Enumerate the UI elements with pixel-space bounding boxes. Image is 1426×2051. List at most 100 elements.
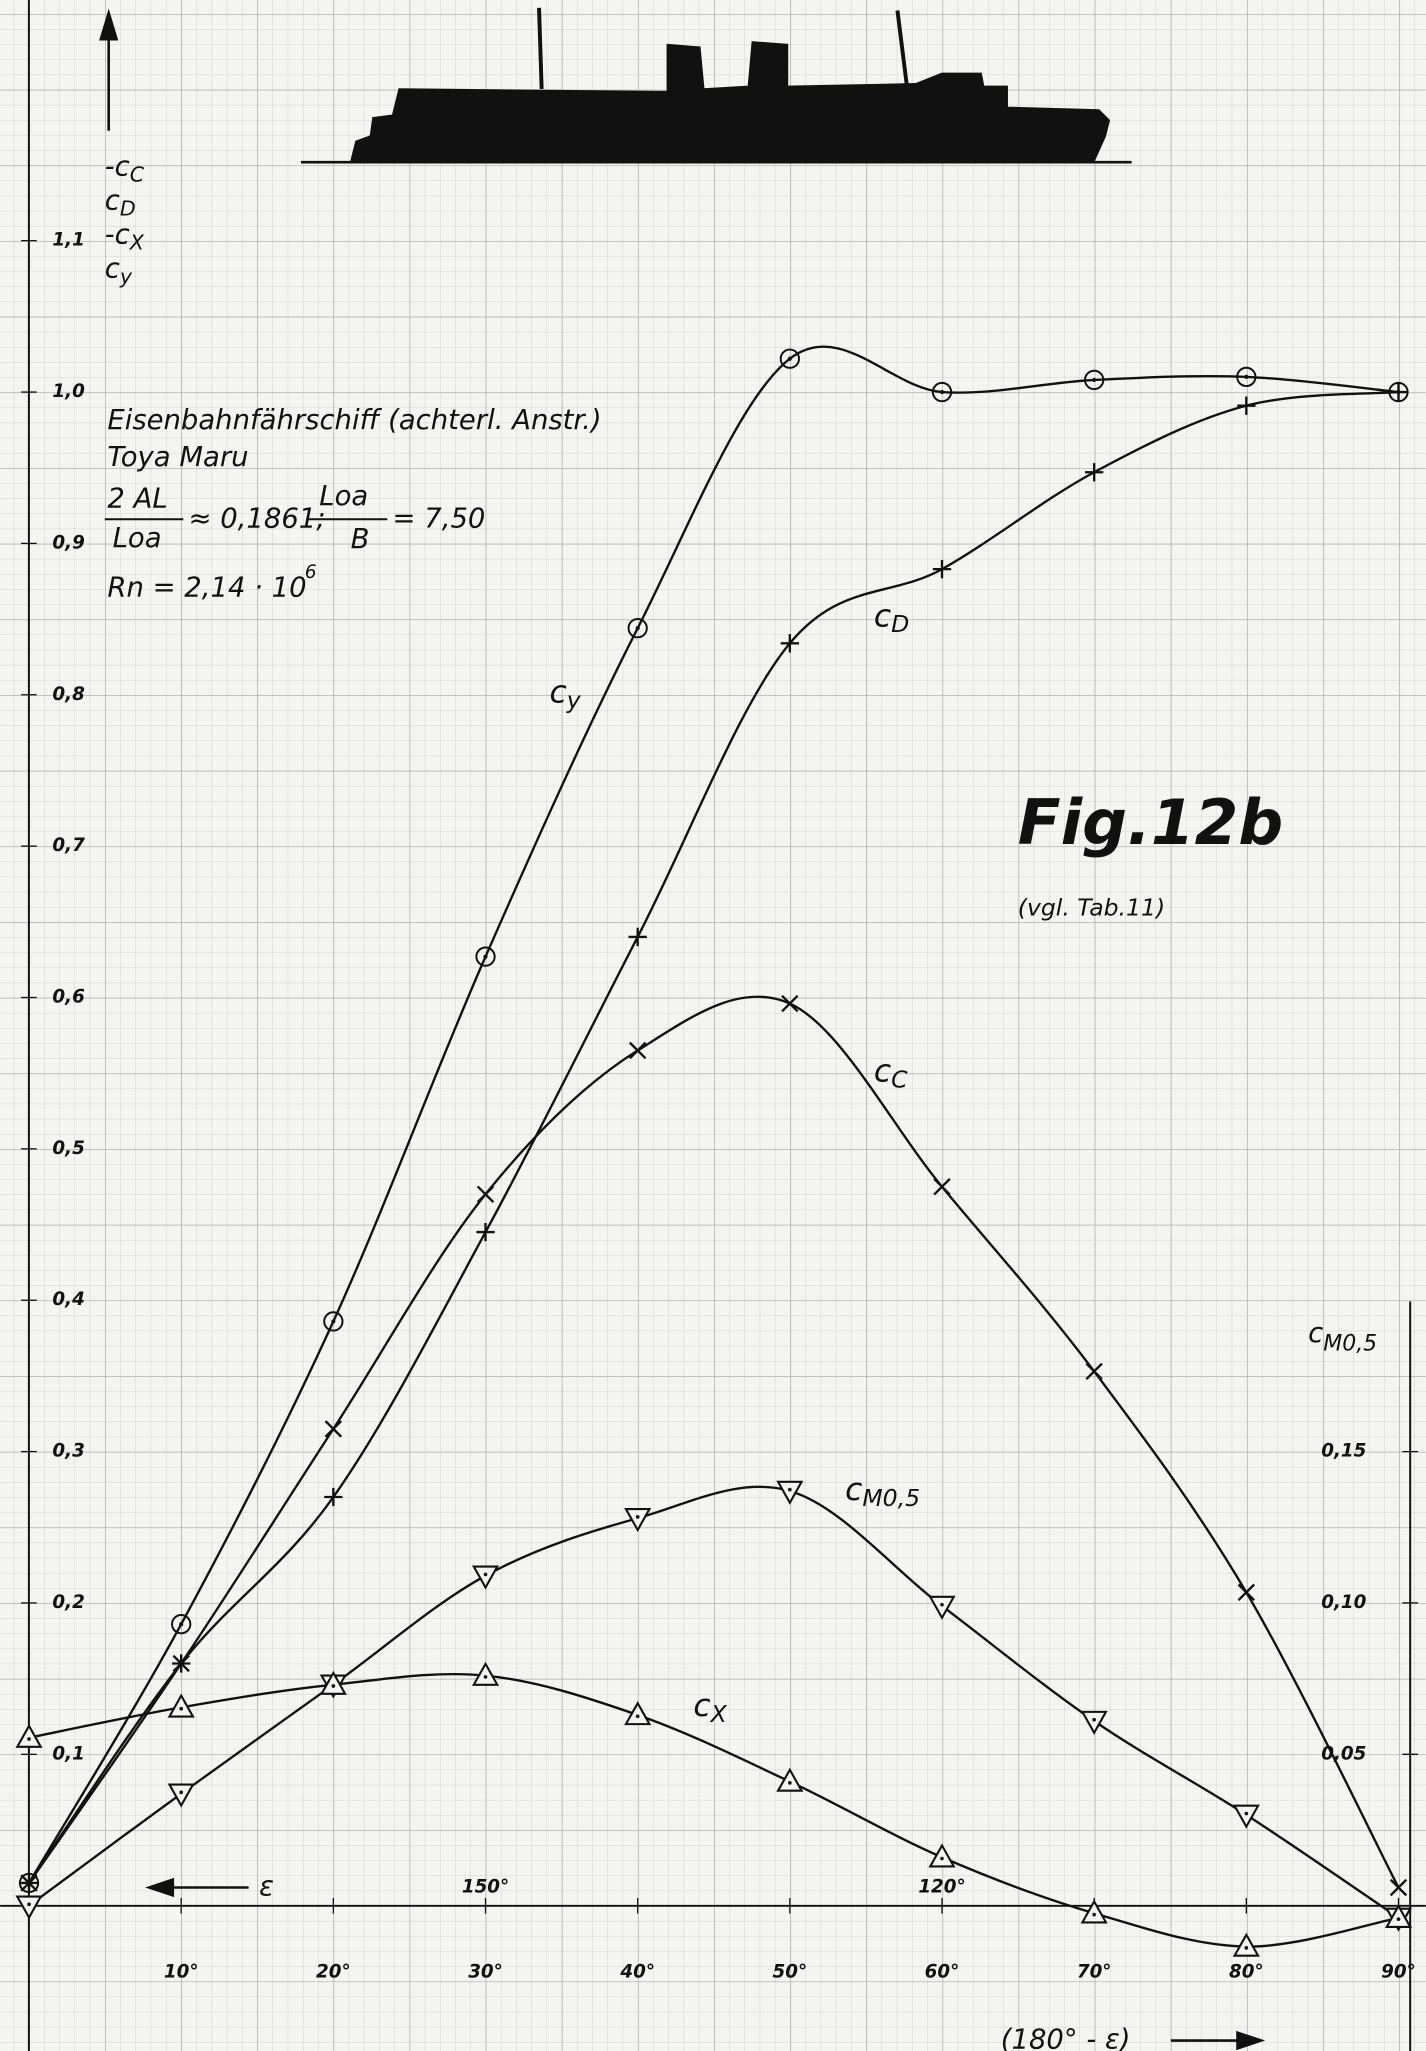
data-point [471,1565,500,1590]
data-point [20,1874,38,1892]
marker-dot [483,1675,488,1679]
marker-plus [324,1487,343,1507]
marker-plus [932,559,952,579]
marker-triangle [1384,1903,1413,1929]
marker-dot [483,954,488,959]
y-tick-label: 1,0 [52,381,85,402]
marker-dot [788,1487,792,1492]
x-tick-label: 80° [1229,1962,1264,1983]
data-point [1384,1903,1413,1929]
marker-ring [171,1614,192,1635]
marker-triangle [624,1507,652,1533]
data-point [1085,463,1104,482]
y-axis-arrow [99,8,119,131]
marker-cross [20,1874,38,1892]
data-point [1236,366,1257,388]
y-tick-label: 0,1 [52,1743,84,1764]
data-point [476,1222,495,1242]
y-tick-label: 0,6 [52,986,85,1007]
y-tick-label: 1,1 [52,230,84,251]
data-point [323,1311,344,1332]
marker-dot [27,1902,31,1907]
marker-dot [331,1319,336,1324]
y2-tick-label: 0,15 [1321,1441,1366,1462]
data-point [324,1487,343,1507]
data-point [172,1654,190,1673]
marker-triangle [15,1723,43,1748]
marker-cross [172,1654,190,1673]
series-line [28,390,1399,1884]
marker-dot [635,1714,640,1719]
marker-dot [179,1790,184,1795]
series-line [28,995,1400,1889]
data-point [475,946,496,967]
y2-tick-label: 0,10 [1321,1592,1366,1613]
marker-plus [476,1222,495,1242]
annotation: = 7,50 [393,503,486,534]
series-line [28,1485,1400,1919]
data-point [928,1595,956,1620]
data-point [932,559,952,579]
marker-cross [628,1041,647,1060]
data-point [1080,1899,1108,1924]
data-point [1237,1583,1256,1602]
marker-triangle [776,1767,804,1792]
marker-dot [787,356,792,361]
marker-dot [1092,1912,1096,1917]
data-point [776,1767,804,1792]
marker-plus [780,634,799,653]
marker-ring [779,348,800,369]
x-tick-label: 50° [773,1962,808,1983]
marker-triangle [15,1895,43,1920]
series-line [28,1672,1399,1948]
marker-plus [628,927,647,947]
x-tick-label: 90° [1381,1962,1416,1983]
marker-dot [179,1622,184,1627]
data-point [1080,1710,1108,1735]
marker-dot [1092,1717,1096,1722]
marker-ring [1084,369,1105,391]
marker-ring [323,1311,344,1332]
marker-triangle [471,1661,500,1686]
data-point [780,634,799,653]
y-tick-label: 0,8 [52,684,85,705]
marker-dot [940,1856,944,1861]
series-label: cy [549,674,581,713]
x-tick-label: 10° [164,1962,199,1983]
data-point [1085,1362,1103,1381]
annotation: B [351,524,370,555]
series-label: cC [874,1054,908,1093]
left-arrow [145,1877,249,1898]
marker-dot [1244,374,1249,379]
marker-dot [939,389,945,395]
marker-cross [1085,1362,1103,1381]
data-point [933,1178,951,1196]
annotation: 6 [305,562,317,583]
marker-cross [324,1420,343,1438]
data-point [1237,396,1256,415]
data-point [781,994,799,1013]
x-tick-label: 70° [1077,1962,1112,1983]
y-label-line: -cX [105,219,145,254]
marker-cross [933,1178,951,1196]
marker-triangle [1232,1932,1260,1957]
marker-cross [1389,1878,1408,1897]
data-point [324,1420,343,1438]
annotation: Eisenbahnfährschiff (achterl. Anstr.) [107,405,601,436]
y-tick-label: 0,3 [52,1441,84,1462]
marker-triangle [928,1843,956,1868]
marker-ring [931,381,953,403]
x-label-right: (180° - ε) [1001,2025,1131,2051]
marker-triangle [471,1565,500,1590]
x-tick-label: 60° [925,1962,960,1983]
marker-triangle [1232,1804,1260,1829]
y-tick-label: 0,5 [52,1138,84,1159]
data-point [471,1661,500,1686]
marker-triangle [624,1701,652,1726]
x-tick-label: 20° [316,1962,351,1983]
data-point [624,1701,652,1726]
series-label: cD [874,598,909,637]
x2-tick-label: 150° [462,1876,509,1897]
marker-dot [483,1572,488,1577]
marker-ring [627,618,648,639]
